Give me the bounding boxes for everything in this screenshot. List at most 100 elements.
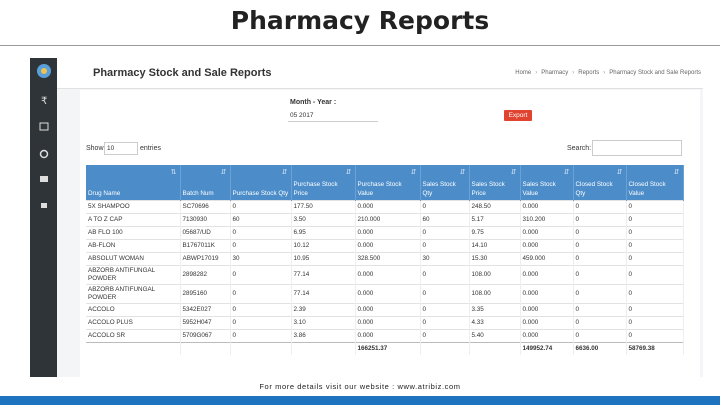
table-cell: 0 — [420, 303, 470, 317]
rupee-icon: ₹ — [41, 96, 47, 107]
table-cell: 0.000 — [520, 329, 574, 343]
table-cell: AB-FLON — [86, 239, 181, 253]
search-input[interactable] — [592, 140, 682, 156]
lock-icon[interactable] — [41, 203, 47, 208]
sort-icon[interactable]: ⇵ — [563, 169, 570, 176]
table-cell: 0 — [626, 303, 684, 317]
table-cell: 0 — [626, 329, 684, 343]
total-cell — [469, 342, 521, 355]
breadcrumb-separator: › — [535, 70, 538, 76]
column-header[interactable]: Drug Name ⇅ — [86, 165, 181, 201]
table-cell: 0 — [626, 316, 684, 330]
table-cell: 0 — [573, 303, 627, 317]
check-icon[interactable] — [39, 122, 49, 131]
table-cell: 60 — [230, 213, 292, 227]
column-header-text: Sales Stock Value — [522, 181, 556, 197]
column-header[interactable]: Closed Stock Value ⇵ — [626, 165, 684, 201]
briefcase-icon[interactable] — [40, 176, 48, 182]
month-input[interactable]: 05 2017 — [288, 110, 378, 122]
total-cell: 58769.38 — [626, 342, 684, 355]
table-cell: 0 — [573, 213, 627, 227]
column-header-text: Purchase Stock Qty — [232, 190, 289, 197]
export-button[interactable]: Export — [504, 110, 532, 121]
breadcrumb-item[interactable]: Home — [515, 70, 532, 76]
table-cell: 0.000 — [355, 329, 421, 343]
column-header[interactable]: Purchase Stock Price ⇵ — [291, 165, 356, 201]
column-header[interactable]: Sales Stock Price ⇵ — [469, 165, 521, 201]
table-cell: 0.000 — [355, 316, 421, 330]
table-row: AB-FLON B1767011K 0 10.12 0.000 0 14.10 0.000 0 0 — [86, 239, 684, 253]
table-cell: 2.39 — [291, 303, 356, 317]
sort-icon[interactable]: ⇵ — [459, 169, 466, 176]
total-cell — [230, 342, 292, 355]
table-cell: AB FLO 100 — [86, 226, 181, 240]
table-cell: 0 — [573, 226, 627, 240]
table-cell: 0 — [230, 316, 292, 330]
top-bar: Pharmacy Stock and Sale Reports Home › Pha… — [57, 58, 703, 89]
breadcrumb-item[interactable]: Pharmacy — [541, 70, 569, 76]
column-header[interactable]: Sales Stock Value ⇵ — [520, 165, 574, 201]
table-cell: 0 — [573, 239, 627, 253]
breadcrumb: Home › Pharmacy › Reports › Pharmacy Stock and… — [515, 70, 701, 76]
column-header-text: Closed Stock Value — [628, 181, 666, 197]
table-cell: 0.000 — [355, 200, 421, 214]
totals-row: 166251.37 149952.74 6636.00 58769.38 — [86, 342, 684, 355]
table-cell: 0.000 — [355, 226, 421, 240]
table-cell: 5.17 — [469, 213, 521, 227]
table-cell: 0 — [420, 239, 470, 253]
column-header[interactable]: Purchase Stock Qty ⇵ — [230, 165, 292, 201]
sort-icon[interactable]: ⇅ — [170, 169, 177, 176]
column-header[interactable]: Closed Stock Qty ⇵ — [573, 165, 627, 201]
column-header[interactable]: Purchase Stock Value ⇵ — [355, 165, 421, 201]
slide-title: Pharmacy Reports — [230, 6, 490, 35]
sort-icon[interactable]: ⇵ — [220, 169, 227, 176]
column-header-text: Purchase Stock Price — [293, 181, 338, 197]
table-cell: ACCOLO — [86, 303, 181, 317]
gear-icon[interactable] — [39, 149, 49, 159]
screenshot: ₹ Pharmacy Stock and Sale Reports Home › P… — [30, 58, 703, 377]
table-cell: 10.12 — [291, 239, 356, 253]
total-cell: 149952.74 — [520, 342, 574, 355]
table-cell: 30 — [420, 252, 470, 266]
table-cell: 3.10 — [291, 316, 356, 330]
footer-bar — [0, 396, 720, 405]
table-cell: 5709G067 — [180, 329, 231, 343]
table-cell: 0 — [420, 200, 470, 214]
table-cell: 0 — [420, 329, 470, 343]
report-table: Drug Name ⇅ Batch Num ⇵ Purchase Stock Qty ⇵ P… — [86, 165, 684, 355]
table-cell: 77.14 — [291, 265, 356, 285]
breadcrumb-separator: › — [572, 70, 575, 76]
table-cell: 0 — [626, 265, 684, 285]
header-row: Drug Name ⇅ Batch Num ⇵ Purchase Stock Qty ⇵ P… — [86, 165, 684, 201]
table-cell: 0 — [626, 252, 684, 266]
sort-icon[interactable]: ⇵ — [616, 169, 623, 176]
sort-icon[interactable]: ⇵ — [673, 169, 680, 176]
breadcrumb-item[interactable]: Reports — [578, 70, 600, 76]
table-cell: 3.50 — [291, 213, 356, 227]
table-cell: 0.000 — [520, 239, 574, 253]
table-row: ABZORB ANTIFUNGAL POWDER 2895160 0 77.14 0.0… — [86, 284, 684, 304]
column-header[interactable]: Batch Num ⇵ — [180, 165, 231, 201]
sort-icon[interactable]: ⇵ — [281, 169, 288, 176]
table-cell: 0 — [230, 239, 292, 253]
breadcrumb-item: Pharmacy Stock and Sale Reports — [609, 70, 701, 76]
entries-select[interactable]: 10 — [104, 142, 138, 155]
sort-icon[interactable]: ⇵ — [345, 169, 352, 176]
table-cell: 0.000 — [355, 265, 421, 285]
search-label: Search: — [567, 145, 592, 152]
column-header-text: Sales Stock Qty — [422, 181, 456, 197]
table-cell: 108.00 — [469, 265, 521, 285]
table-cell: 0 — [626, 284, 684, 304]
table-cell: 0 — [230, 303, 292, 317]
table-cell: 0 — [626, 200, 684, 214]
column-header[interactable]: Sales Stock Qty ⇵ — [420, 165, 470, 201]
sort-icon[interactable]: ⇵ — [510, 169, 517, 176]
table-cell: 77.14 — [291, 284, 356, 304]
sort-icon[interactable]: ⇵ — [410, 169, 417, 176]
table-cell: A TO Z CAP — [86, 213, 181, 227]
table-cell: 0 — [573, 284, 627, 304]
table-cell: 0 — [420, 265, 470, 285]
total-cell — [420, 342, 470, 355]
table-cell: 0 — [230, 226, 292, 240]
